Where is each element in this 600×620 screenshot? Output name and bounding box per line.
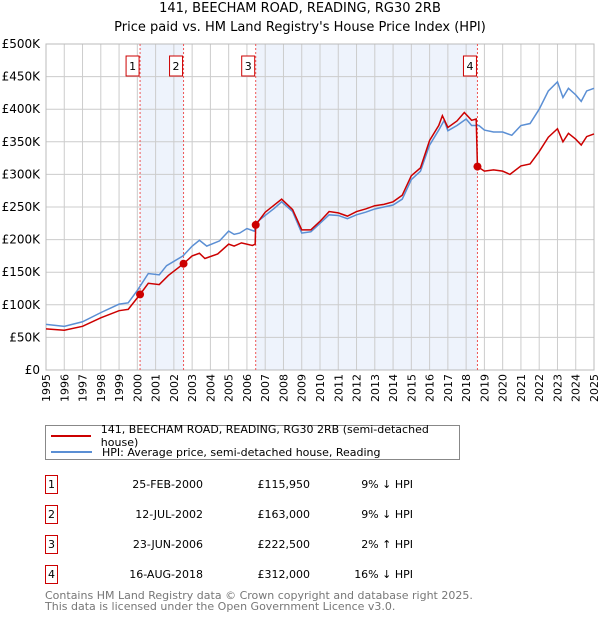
sale-label-box xyxy=(462,55,477,77)
x-tick-label: 2011 xyxy=(332,374,345,402)
y-tick-label: £450K xyxy=(2,70,42,84)
sale-label-box xyxy=(169,55,184,77)
sale-date: 25-FEB-2000 xyxy=(132,478,203,491)
x-tick-label: 1997 xyxy=(77,374,90,402)
sale-marker-badge: 4 xyxy=(45,565,58,584)
x-tick-label: 2014 xyxy=(387,374,400,402)
legend-property-line xyxy=(51,435,91,437)
sale-point xyxy=(136,290,145,299)
x-tick-label: 2015 xyxy=(405,374,418,402)
y-tick-label: £400K xyxy=(2,102,42,116)
sale-hpi-diff: 2% ↑ HPI xyxy=(361,538,413,551)
sale-date: 23-JUN-2006 xyxy=(132,538,203,551)
transaction-row: 2 12-JUL-2002 £163,000 9% ↓ HPI xyxy=(45,505,413,525)
price-chart: 1995 1996 1997 1998 1999 2000 2001 2002 2003 2004… xyxy=(2,37,600,402)
sale-hpi-diff: 16% ↓ HPI xyxy=(354,568,413,581)
legend: 141, BEECHAM ROAD, READING, RG30 2RB (se… xyxy=(45,423,460,460)
sale-label-number: 1 xyxy=(129,60,136,73)
sale-label-number: 4 xyxy=(466,60,473,73)
sale-marker-badge: 2 xyxy=(45,505,58,524)
x-tick-label: 2024 xyxy=(570,374,583,402)
sale-hpi-diff: 9% ↓ HPI xyxy=(361,508,413,521)
sale-label-number: 2 xyxy=(173,60,180,73)
x-tick-label: 2003 xyxy=(186,374,199,402)
sale-price: £312,000 xyxy=(257,568,311,581)
y-tick-label: £50K xyxy=(9,330,41,344)
sale-label-box xyxy=(125,55,140,77)
plot-border xyxy=(45,43,595,371)
x-tick-label: 1998 xyxy=(95,374,108,402)
x-tick-label: 2002 xyxy=(168,374,181,402)
x-tick-label: 2010 xyxy=(314,374,327,402)
x-tick-label: 2005 xyxy=(223,374,236,402)
sale-label-number: 3 xyxy=(245,60,252,73)
x-tick-label: 2001 xyxy=(150,374,163,402)
sale-label-box xyxy=(241,55,256,77)
y-tick-label: £350K xyxy=(2,135,42,149)
y-tick-label: £250K xyxy=(2,200,42,214)
x-tick-label: 2016 xyxy=(424,374,437,402)
y-tick-label: £0 xyxy=(25,363,40,377)
x-tick-label: 2017 xyxy=(442,374,455,402)
sale-date: 12-JUL-2002 xyxy=(135,508,203,521)
x-tick-label: 2009 xyxy=(296,374,309,402)
x-tick-label: 2012 xyxy=(351,374,364,402)
transaction-row: 3 23-JUN-2006 £222,500 2% ↑ HPI xyxy=(45,535,413,555)
sale-marker-badge: 1 xyxy=(45,475,58,494)
x-tick-label: 2022 xyxy=(533,374,546,402)
x-tick-label: 1995 xyxy=(40,374,53,402)
y-tick-label: £200K xyxy=(2,233,42,247)
x-tick-label: 1996 xyxy=(58,374,71,402)
x-tick-label: 1999 xyxy=(113,374,126,402)
footer-licence: This data is licensed under the Open Gov… xyxy=(45,600,396,613)
x-tick-label: 2008 xyxy=(277,374,290,402)
chart-title: 141, BEECHAM ROAD, READING, RG30 2RB xyxy=(159,1,441,16)
x-tick-label: 2013 xyxy=(369,374,382,402)
sale-marker-badge: 3 xyxy=(45,535,58,554)
transaction-row: 4 16-AUG-2018 £312,000 16% ↓ HPI xyxy=(45,565,413,585)
x-tick-label: 2023 xyxy=(551,374,564,402)
y-tick-label: £300K xyxy=(2,167,42,181)
x-tick-label: 2019 xyxy=(478,374,491,402)
x-tick-label: 2020 xyxy=(497,374,510,402)
x-tick-label: 2021 xyxy=(515,374,528,402)
chart-subtitle: Price paid vs. HM Land Registry's House … xyxy=(114,20,486,35)
x-tick-label: 2006 xyxy=(241,374,254,402)
y-tick-label: £150K xyxy=(2,265,42,279)
transaction-row: 1 25-FEB-2000 £115,950 9% ↓ HPI xyxy=(45,475,413,495)
y-tick-label: £500K xyxy=(2,37,42,51)
sale-date: 16-AUG-2018 xyxy=(129,568,203,581)
y-tick-label: £100K xyxy=(2,298,42,312)
x-tick-label: 2004 xyxy=(204,374,217,402)
footer-copyright: Contains HM Land Registry data © Crown c… xyxy=(45,589,473,602)
sale-point xyxy=(251,220,260,229)
sale-price: £163,000 xyxy=(257,508,311,521)
legend-hpi-label: HPI: Average price, semi-detached house,… xyxy=(102,445,381,459)
legend-hpi-line xyxy=(51,451,92,453)
x-tick-label: 2018 xyxy=(460,374,473,402)
sale-point xyxy=(179,259,188,268)
sale-point xyxy=(473,162,482,171)
sale-price: £115,950 xyxy=(257,478,311,491)
x-tick-label: 2007 xyxy=(259,374,272,402)
legend-property-label: 141, BEECHAM ROAD, READING, RG30 2RB (se… xyxy=(100,423,429,449)
hpi-line xyxy=(45,80,595,328)
x-tick-label: 2025 xyxy=(588,374,600,402)
sale-hpi-diff: 9% ↓ HPI xyxy=(361,478,413,491)
sale-price: £222,500 xyxy=(257,538,311,551)
x-tick-label: 2000 xyxy=(131,374,144,402)
